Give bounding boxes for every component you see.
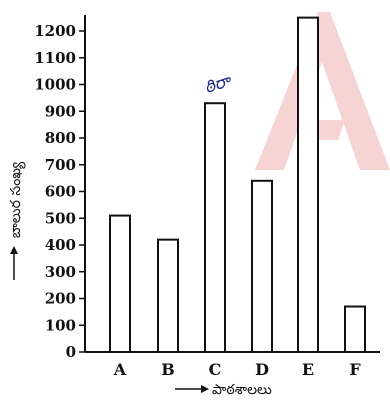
- category-label-B: B: [161, 360, 175, 379]
- triangle-a-logo-icon: [255, 12, 390, 170]
- y-axis-arrow-head-icon: [10, 246, 18, 254]
- y-tick-label-1100: 1100: [34, 49, 76, 67]
- y-tick-label-600: 600: [45, 183, 76, 201]
- y-tick-label-500: 500: [45, 209, 76, 227]
- bar-D: [251, 179, 273, 353]
- y-tick-label-700: 700: [45, 156, 76, 174]
- bar-E: [297, 16, 319, 353]
- y-tick-label-0: 0: [66, 343, 76, 361]
- bar-C: [204, 102, 226, 353]
- x-axis-title: పాఠశాలలు: [212, 382, 272, 398]
- category-label-E: E: [302, 360, 314, 379]
- y-tick-label-1000: 1000: [34, 76, 76, 94]
- y-tick-label-900: 900: [45, 102, 76, 120]
- category-label-D: D: [255, 360, 269, 379]
- x-axis-arrow-head-icon: [201, 385, 209, 393]
- category-label-C: C: [209, 360, 222, 379]
- bar-B: [157, 238, 179, 353]
- y-tick-label-800: 800: [45, 129, 76, 147]
- y-axis-title: బాలుర సంఖ్య: [8, 161, 26, 238]
- y-tick-label-100: 100: [45, 316, 76, 334]
- bar-F: [344, 305, 366, 353]
- annotation-0: ఠిరా: [202, 70, 235, 98]
- y-tick-label-1200: 1200: [34, 22, 76, 40]
- y-tick-label-400: 400: [45, 236, 76, 254]
- y-tick-label-200: 200: [45, 290, 76, 308]
- y-tick-label-300: 300: [45, 263, 76, 281]
- category-label-A: A: [113, 360, 127, 379]
- category-label-F: F: [349, 360, 361, 379]
- bar-A: [109, 214, 131, 353]
